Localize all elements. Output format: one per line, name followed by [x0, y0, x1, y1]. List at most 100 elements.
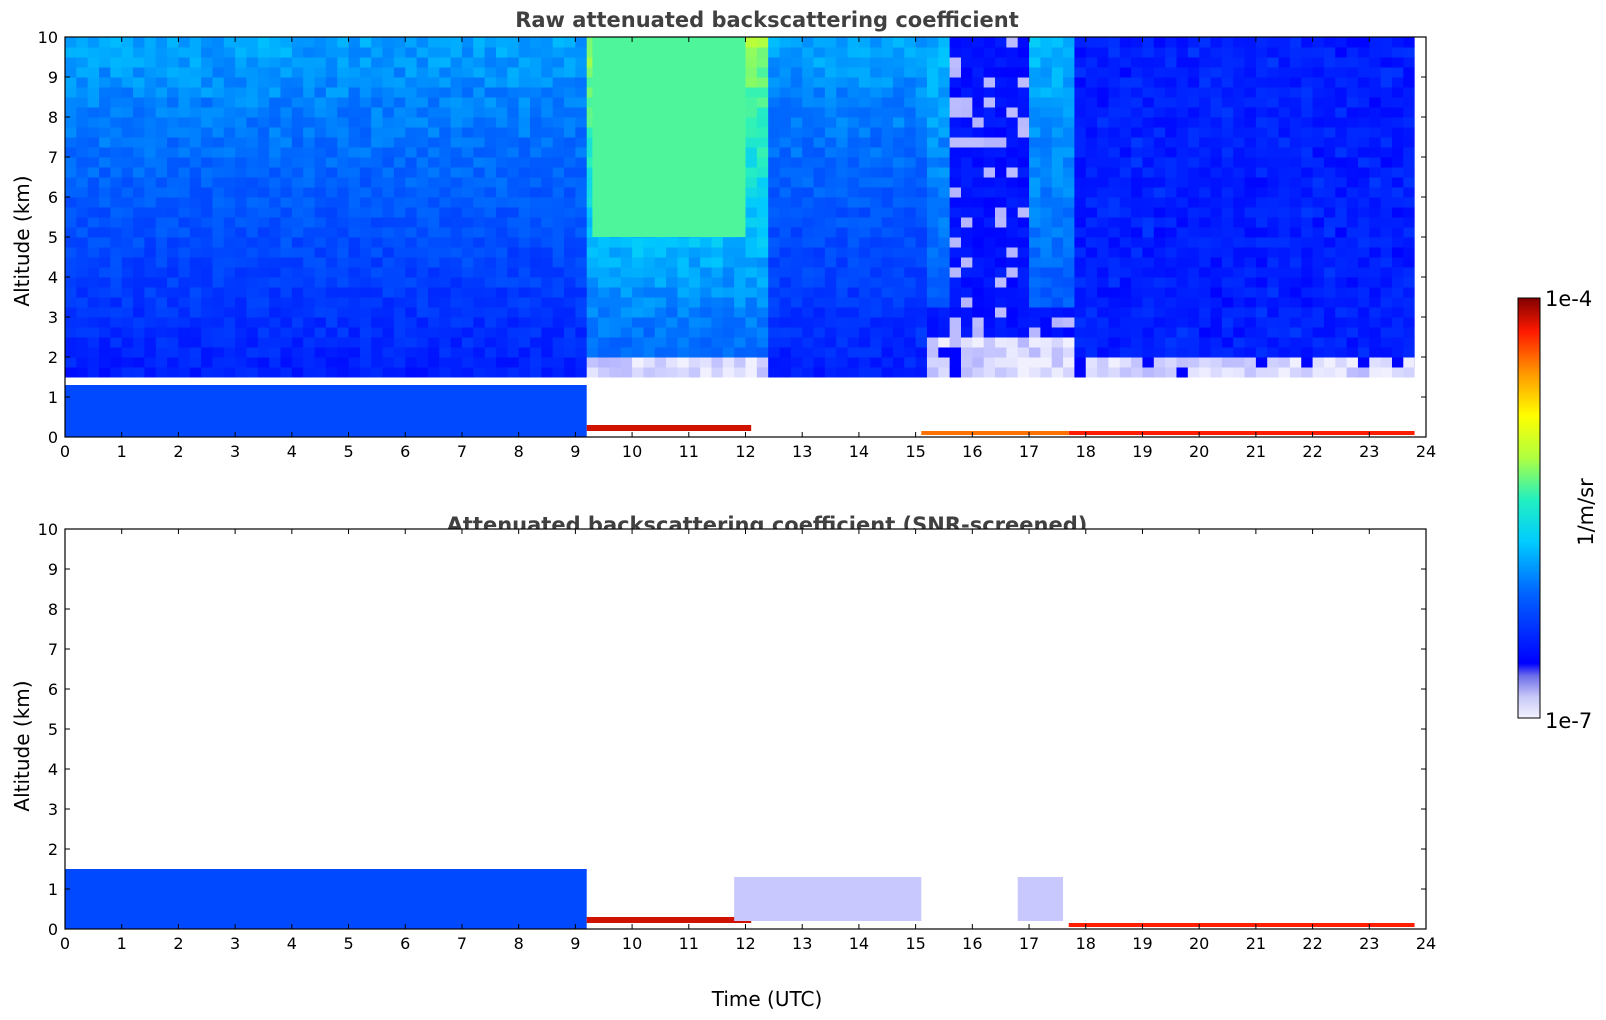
noise-cell: [223, 97, 236, 108]
noise-cell: [325, 97, 338, 108]
noise-cell: [722, 337, 735, 348]
noise-cell: [507, 157, 520, 168]
noise-cell: [960, 257, 973, 268]
noise-cell: [972, 167, 985, 178]
noise-cell: [144, 297, 157, 308]
x-tick-label: 10: [622, 442, 642, 461]
noise-cell: [178, 37, 191, 48]
noise-cell: [564, 117, 576, 128]
noise-cell: [960, 237, 973, 248]
noise-cell: [348, 97, 361, 108]
noise-cell: [1278, 307, 1291, 318]
noise-cell: [1131, 347, 1143, 358]
noise-cell: [473, 47, 486, 58]
noise-cell: [1233, 77, 1246, 88]
noise-cell: [359, 157, 372, 168]
noise-cell: [813, 207, 826, 218]
noise-cell: [359, 217, 372, 228]
noise-cell: [1040, 97, 1053, 108]
noise-cell: [756, 337, 769, 348]
noise-cell: [303, 147, 316, 158]
noise-cell: [155, 267, 168, 278]
noise-cell: [1335, 367, 1348, 378]
noise-cell: [552, 287, 565, 298]
noise-cell: [371, 147, 384, 158]
y-tick-label: 4: [48, 268, 58, 287]
noise-cell: [1346, 347, 1359, 358]
noise-cell: [1097, 147, 1109, 158]
noise-cell: [99, 187, 111, 198]
noise-cell: [847, 347, 860, 358]
noise-cell: [201, 357, 213, 368]
noise-cell: [1108, 227, 1121, 238]
noise-cell: [847, 357, 860, 368]
noise-cell: [450, 107, 463, 118]
noise-cell: [983, 237, 996, 248]
noise-cell: [507, 117, 520, 128]
noise-cell: [756, 227, 769, 238]
noise-cell: [552, 177, 565, 188]
noise-cell: [904, 237, 917, 248]
noise-cell: [1176, 107, 1189, 118]
noise-cell: [1006, 247, 1019, 258]
noise-cell: [802, 287, 815, 298]
noise-cell: [1153, 257, 1166, 268]
noise-cell: [65, 267, 77, 278]
noise-cell: [235, 317, 247, 328]
noise-cell: [121, 147, 134, 158]
noise-cell: [1289, 207, 1302, 218]
noise-cell: [564, 157, 576, 168]
noise-cell: [212, 67, 225, 78]
noise-cell: [1335, 47, 1348, 58]
noise-cell: [427, 47, 440, 58]
noise-cell: [291, 147, 304, 158]
noise-cell: [450, 287, 463, 298]
noise-cell: [1063, 287, 1075, 298]
noise-cell: [348, 167, 361, 178]
noise-cell: [76, 277, 89, 288]
noise-cell: [564, 367, 576, 378]
noise-cell: [1063, 147, 1075, 158]
noise-cell: [972, 177, 985, 188]
noise-cell: [802, 247, 815, 258]
noise-cell: [1119, 267, 1132, 278]
noise-cell: [110, 287, 123, 298]
noise-cell: [552, 337, 565, 348]
noise-cell: [677, 307, 690, 318]
noise-cell: [144, 37, 157, 48]
noise-cell: [167, 177, 179, 188]
noise-cell: [223, 207, 236, 218]
noise-cell: [1221, 317, 1234, 328]
noise-cell: [1074, 247, 1087, 258]
noise-cell: [235, 287, 247, 298]
noise-cell: [348, 327, 361, 338]
noise-cell: [1153, 337, 1166, 348]
noise-cell: [1335, 277, 1348, 288]
noise-cell: [269, 187, 281, 198]
noise-cell: [189, 97, 202, 108]
noise-cell: [1289, 257, 1302, 268]
noise-cell: [1017, 167, 1030, 178]
noise-cell: [65, 317, 77, 328]
noise-cell: [915, 207, 928, 218]
noise-cell: [575, 317, 588, 328]
noise-cell: [1255, 187, 1268, 198]
noise-cell: [110, 277, 123, 288]
noise-cell: [892, 327, 905, 338]
noise-cell: [904, 197, 917, 208]
noise-cell: [1391, 117, 1404, 128]
noise-cell: [995, 317, 1007, 328]
noise-cell: [858, 187, 871, 198]
noise-cell: [1369, 247, 1382, 258]
noise-cell: [461, 77, 474, 88]
noise-cell: [722, 257, 735, 268]
noise-cell: [144, 147, 157, 158]
noise-cell: [1153, 57, 1166, 68]
noise-cell: [847, 267, 860, 278]
noise-cell: [110, 227, 123, 238]
noise-cell: [1289, 167, 1302, 178]
noise-cell: [870, 167, 883, 178]
noise-cell: [110, 217, 123, 228]
noise-cell: [734, 337, 746, 348]
noise-cell: [790, 157, 803, 168]
